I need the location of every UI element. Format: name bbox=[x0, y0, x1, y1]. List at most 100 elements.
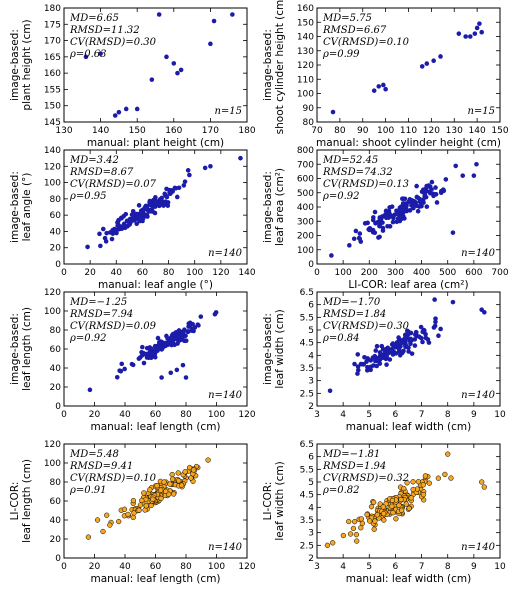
data-point bbox=[130, 514, 136, 521]
data-point bbox=[474, 25, 480, 31]
data-point bbox=[472, 31, 478, 36]
stat-line: ρ=0.84 bbox=[322, 333, 360, 344]
x-tick-label: 5 bbox=[366, 410, 372, 420]
x-tick-label: 150 bbox=[491, 126, 508, 136]
x-tick-label: 60 bbox=[150, 562, 162, 572]
x-axis-label: LI-COR: leaf area (cm²) bbox=[348, 279, 468, 291]
data-point bbox=[387, 357, 393, 362]
data-point bbox=[381, 82, 386, 88]
stat-line: RMSD=74.32 bbox=[322, 167, 393, 178]
y-tick-label: 80 bbox=[303, 118, 315, 128]
sample-count: n=140 bbox=[208, 390, 243, 401]
data-point bbox=[152, 351, 157, 356]
data-point bbox=[358, 525, 364, 531]
data-point bbox=[164, 54, 169, 60]
data-point bbox=[377, 357, 383, 362]
stat-line: MD=6.65 bbox=[69, 13, 119, 24]
data-point bbox=[124, 218, 130, 224]
y-axis-label-line: leaf width (cm) bbox=[274, 461, 286, 540]
y-tick-label: 110 bbox=[297, 75, 314, 85]
data-point bbox=[137, 355, 143, 360]
data-point bbox=[415, 479, 422, 485]
x-tick-label: 40 bbox=[119, 562, 131, 572]
y-tick-label: 20 bbox=[50, 535, 62, 545]
y-tick-label: 130 bbox=[297, 47, 314, 57]
data-point bbox=[372, 230, 378, 236]
y-axis-label: LI-COR:leaf length (cm) bbox=[9, 459, 33, 543]
data-point bbox=[373, 358, 378, 364]
data-point bbox=[188, 475, 194, 481]
y-tick-label: 160 bbox=[44, 69, 61, 79]
data-point bbox=[174, 336, 179, 342]
x-tick-label: 0 bbox=[314, 268, 320, 278]
data-point bbox=[423, 331, 428, 337]
y-tick-label: 3.5 bbox=[300, 516, 314, 526]
data-point bbox=[152, 210, 158, 216]
data-point bbox=[148, 502, 154, 509]
x-tick-label: 110 bbox=[400, 126, 417, 136]
x-tick-label: 20 bbox=[89, 562, 101, 572]
data-point bbox=[438, 54, 443, 59]
data-point bbox=[178, 482, 185, 488]
data-point bbox=[419, 64, 425, 69]
stat-line: CV(RMSD)=0.07 bbox=[70, 179, 157, 190]
data-point bbox=[97, 231, 102, 237]
data-point bbox=[123, 106, 129, 112]
x-tick-label: 3 bbox=[314, 562, 320, 572]
data-point bbox=[358, 516, 365, 522]
stat-line: RMSD=1.84 bbox=[322, 309, 386, 320]
y-axis-label-line: leaf area (cm²) bbox=[274, 168, 286, 246]
y-axis-label-line: LI-COR: bbox=[262, 482, 274, 521]
data-point bbox=[121, 221, 127, 227]
data-point bbox=[471, 173, 477, 178]
data-point bbox=[354, 538, 360, 544]
x-tick-label: 4 bbox=[340, 410, 346, 420]
y-tick-label: 4 bbox=[308, 351, 314, 361]
data-point bbox=[130, 208, 136, 214]
data-point bbox=[158, 339, 163, 344]
plot-frame bbox=[63, 7, 248, 123]
data-point bbox=[368, 504, 375, 510]
y-tick-label: 145 bbox=[44, 118, 61, 128]
data-point bbox=[180, 334, 185, 340]
y-tick-label: 0 bbox=[55, 260, 61, 270]
x-tick-label: 500 bbox=[439, 268, 456, 278]
data-point bbox=[163, 488, 169, 494]
data-point bbox=[405, 332, 411, 337]
y-tick-label: 800 bbox=[297, 146, 314, 156]
data-point bbox=[347, 243, 352, 248]
x-tick-label: 10 bbox=[494, 562, 506, 572]
x-tick-label: 80 bbox=[180, 562, 192, 572]
data-point bbox=[479, 479, 485, 485]
y-axis-label: image-based:leaf length (cm) bbox=[9, 307, 33, 391]
y-tick-label: 600 bbox=[297, 175, 314, 185]
data-point bbox=[397, 353, 403, 358]
x-tick-label: 4 bbox=[340, 562, 346, 572]
data-point bbox=[426, 480, 432, 486]
data-point bbox=[408, 336, 413, 342]
data-point bbox=[190, 467, 197, 473]
y-tick-label: 400 bbox=[297, 203, 314, 213]
y-tick-label: 160 bbox=[297, 4, 314, 14]
data-point bbox=[174, 367, 180, 373]
data-point bbox=[144, 345, 150, 351]
data-point bbox=[383, 356, 389, 362]
data-point bbox=[180, 330, 185, 335]
stat-line: MD=52.45 bbox=[322, 155, 378, 166]
data-point bbox=[415, 208, 421, 214]
data-point bbox=[450, 299, 456, 305]
data-point bbox=[431, 58, 436, 64]
data-point bbox=[136, 507, 142, 513]
data-point bbox=[408, 495, 414, 501]
x-tick-label: 120 bbox=[238, 410, 255, 420]
y-tick-label: 2 bbox=[308, 554, 314, 564]
stat-line: MD=5.48 bbox=[69, 449, 119, 460]
y-tick-label: 5.5 bbox=[300, 313, 314, 323]
data-point bbox=[390, 510, 396, 516]
y-tick-label: 2 bbox=[308, 402, 314, 412]
y-axis-label-line: shoot cylinder height (cm) bbox=[274, 0, 286, 134]
data-point bbox=[165, 203, 171, 208]
data-point bbox=[187, 172, 192, 178]
data-point bbox=[183, 375, 189, 380]
data-point bbox=[420, 482, 426, 488]
